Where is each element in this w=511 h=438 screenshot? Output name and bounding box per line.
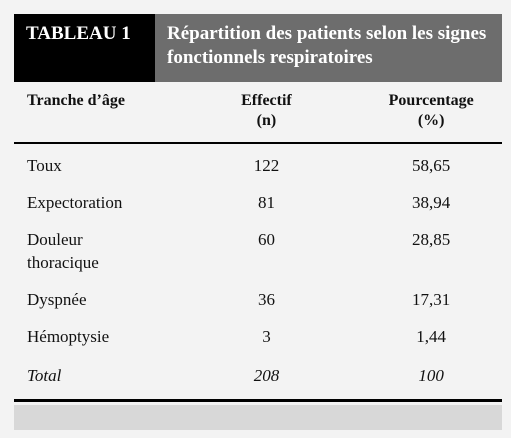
- table-cell: Douleur thoracique: [27, 230, 99, 272]
- table-cell: 1,44: [416, 327, 447, 346]
- table-row: Douleur thoracique 60 28,85: [14, 228, 502, 288]
- header-line: (%): [417, 112, 445, 129]
- table-cell: 122: [253, 156, 280, 175]
- table-title: Répartition des patients selon les signe…: [155, 14, 502, 82]
- table-row: Dyspnée 36 17,31: [14, 288, 502, 325]
- table-head: Tranche d’âge Effectif (n) Pourcentage (%): [14, 82, 502, 144]
- header-line: (n): [256, 112, 277, 129]
- total-cell: 208: [152, 362, 361, 402]
- table-cell: 81: [257, 193, 275, 212]
- header-line: Pourcentage: [388, 92, 474, 109]
- table-cell: Hémoptysie: [27, 327, 110, 346]
- header-line: Tranche d’âge: [27, 92, 125, 109]
- total-cell: 100: [360, 362, 502, 402]
- table-cell: 36: [257, 290, 275, 309]
- table-cell: 58,65: [412, 156, 451, 175]
- table-body: Toux 122 58,65 Expectoration 81 38,94 Douleur …: [14, 143, 502, 402]
- column-header: Effectif (n): [152, 82, 361, 144]
- column-header: Pourcentage (%): [360, 82, 502, 144]
- table-cell: Dyspnée: [27, 290, 87, 309]
- table-row: Hémoptysie 3 1,44: [14, 325, 502, 362]
- total-cell: Total: [14, 362, 153, 402]
- header-row: Tranche d’âge Effectif (n) Pourcentage (%): [14, 82, 502, 144]
- table-cell: 38,94: [412, 193, 451, 212]
- table-cell: 28,85: [412, 230, 451, 249]
- header-line: Effectif: [241, 92, 292, 109]
- table-cell: Toux: [27, 156, 62, 175]
- table-row: Toux 122 58,65: [14, 143, 502, 191]
- total-row: Total 208 100: [14, 362, 502, 402]
- table-cell: 60: [257, 230, 275, 249]
- column-header: Tranche d’âge: [14, 82, 153, 144]
- table-cell: 17,31: [412, 290, 451, 309]
- table-row: Expectoration 81 38,94: [14, 191, 502, 228]
- table-cell: 3: [262, 327, 271, 346]
- data-table: Tranche d’âge Effectif (n) Pourcentage (%) T…: [14, 82, 502, 402]
- table-label: TABLEAU 1: [14, 14, 155, 82]
- table-cell: Expectoration: [27, 193, 123, 212]
- footer-band: [14, 405, 502, 430]
